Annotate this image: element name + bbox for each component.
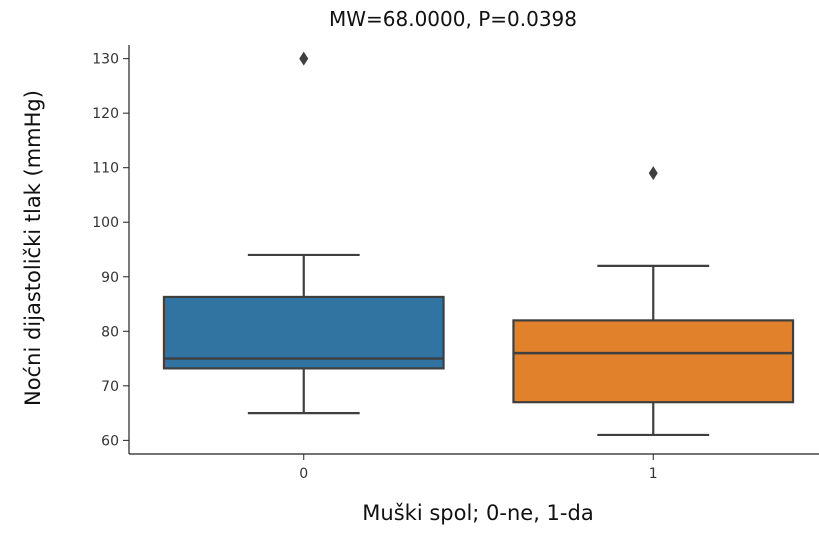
y-tick-label: 90 <box>101 270 119 286</box>
box-group-0 <box>162 51 445 415</box>
axes: 60 70 80 90 100 110 120 130 0 1 <box>92 45 819 482</box>
x-tick-label: 1 <box>649 466 658 482</box>
y-tick-label: 60 <box>101 433 119 449</box>
box-group-1 <box>512 166 795 437</box>
box-iqr <box>512 319 795 404</box>
chart-title: MW=68.0000, P=0.0398 <box>329 7 577 31</box>
outlier-point <box>648 166 658 181</box>
boxes-group <box>162 51 795 437</box>
y-tick-label: 130 <box>92 52 119 68</box>
x-tick-label: 0 <box>299 466 308 482</box>
y-tick-label: 80 <box>101 324 119 340</box>
box-iqr <box>162 295 445 370</box>
y-tick-label: 120 <box>92 106 119 122</box>
y-tick-label: 110 <box>92 161 119 177</box>
x-axis-label: Muški spol; 0-ne, 1-da <box>362 501 593 525</box>
outlier-point <box>299 51 309 66</box>
y-tick-label: 70 <box>101 379 119 395</box>
y-axis-label: Noćni dijastolički tlak (mmHg) <box>21 90 45 406</box>
y-tick-label: 100 <box>92 215 119 231</box>
